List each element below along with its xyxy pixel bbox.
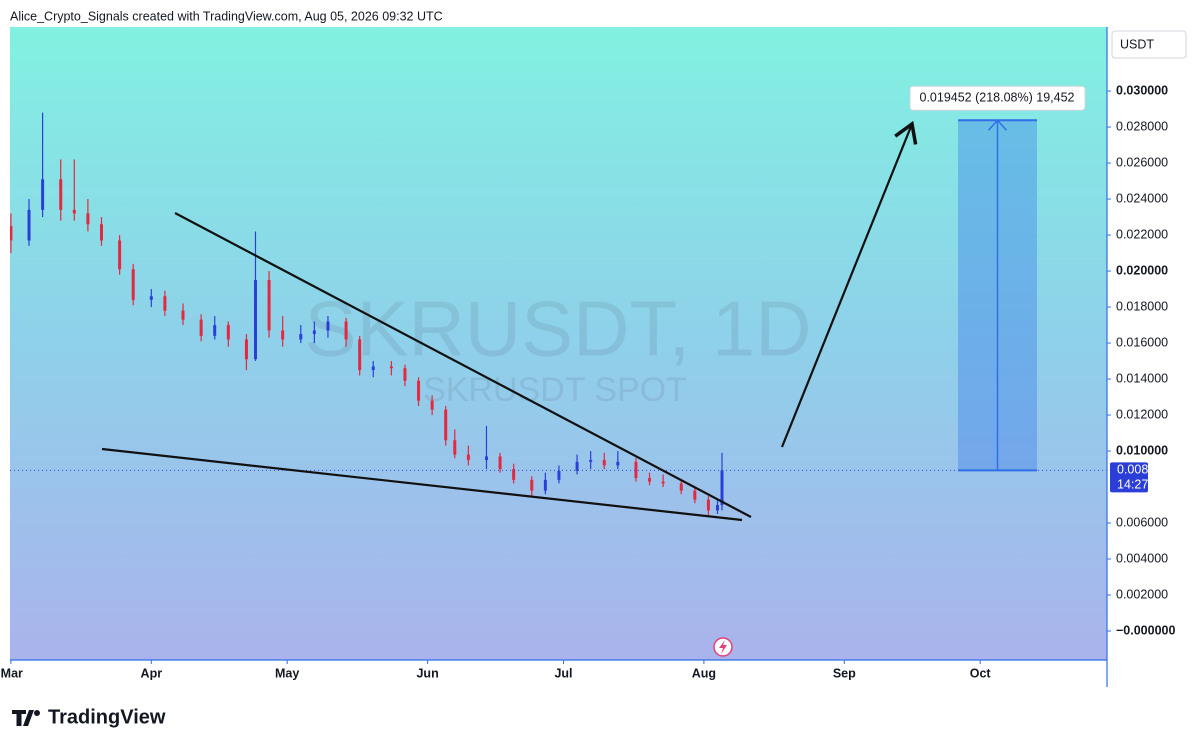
candle-body [41, 179, 45, 210]
currency-label: USDT [1120, 37, 1154, 51]
y-tick-label: 0.010000 [1116, 443, 1168, 457]
y-tick-label: 0.002000 [1116, 587, 1168, 601]
x-tick-label: Apr [141, 666, 163, 680]
watermark-sub: SKRUSDT SPOT [423, 371, 687, 409]
candle-body [371, 366, 375, 371]
candle-body [417, 380, 421, 401]
candle-body [512, 469, 516, 480]
candle-body [226, 325, 230, 340]
candle-body [715, 505, 719, 511]
candle-body [59, 179, 63, 210]
watermark: SKRUSDT, 1D [304, 285, 811, 373]
measure-label-box [909, 85, 1086, 111]
x-tick-label: Jul [554, 666, 572, 680]
y-tick-label: 0.014000 [1116, 371, 1168, 385]
candle-body [498, 456, 502, 470]
candle-body [27, 209, 31, 241]
candle-body [484, 456, 488, 461]
x-tick-label: Jun [416, 666, 438, 680]
candle-body [720, 470, 724, 506]
logo [12, 710, 40, 726]
candle-body [634, 461, 638, 479]
candle-body [557, 470, 561, 480]
candle-body [299, 334, 303, 340]
y-tick-label: 0.020000 [1116, 263, 1168, 277]
candle-body [312, 330, 316, 335]
trendline-lower [101, 447, 743, 522]
y-tick-label: 0.028000 [1116, 119, 1168, 133]
candle-body [693, 490, 697, 500]
candle-body [602, 460, 606, 466]
candle-body [344, 321, 348, 340]
y-tick-label: −0.000000 [1116, 623, 1175, 637]
candle-body [244, 339, 248, 360]
y-tick-label: 0.004000 [1116, 551, 1168, 565]
measure-arrowhead [987, 119, 1008, 131]
x-tick-label: Aug [692, 666, 716, 680]
candle-body [661, 481, 665, 484]
candle-body [589, 460, 593, 462]
candle-body [444, 409, 448, 441]
trendline-upper [174, 212, 752, 518]
candle-body [281, 330, 285, 340]
countdown-label: 14:27:30 [1117, 478, 1166, 492]
candle-body [530, 479, 534, 491]
candle-body [706, 499, 710, 511]
y-tick-label: 0.030000 [1116, 83, 1168, 97]
candle-body [389, 366, 393, 369]
candle-body [72, 209, 76, 214]
plot [10, 112, 1107, 516]
y-tick-label: 0.018000 [1116, 299, 1168, 313]
candle-body [648, 478, 652, 482]
candle-body [430, 400, 434, 410]
candle-body [267, 280, 271, 331]
last-price-label: 0.008926 [1117, 463, 1169, 477]
candle-body [575, 461, 579, 471]
y-tick-label: 0.022000 [1116, 227, 1168, 241]
last-price-tag [1110, 462, 1148, 493]
candle-body [86, 213, 90, 225]
x-tick-label: May [275, 666, 299, 680]
candle-body [163, 296, 167, 311]
event-icon-bolt [719, 640, 727, 654]
candle-body [10, 226, 13, 241]
x-tick-label: Mar [1, 666, 23, 680]
forecast-arrow [780, 120, 918, 448]
header-text: Alice_Crypto_Signals created with Tradin… [10, 9, 443, 23]
candle-body [213, 325, 217, 336]
price-axis [1107, 27, 1200, 687]
y-tick-label: 0.026000 [1116, 155, 1168, 169]
y-tick-label: 0.012000 [1116, 407, 1168, 421]
drawings [101, 120, 918, 657]
candle-body [99, 224, 103, 241]
candle-body [543, 479, 547, 491]
candle-body [253, 280, 257, 360]
candle-body [358, 339, 362, 371]
candle-body [403, 368, 407, 381]
candle-body [181, 310, 185, 320]
y-tick-label: 0.024000 [1116, 191, 1168, 205]
candle-body [679, 483, 683, 491]
candle-body [149, 296, 153, 300]
candle-body [199, 319, 203, 336]
y-tick-label: 0.006000 [1116, 515, 1168, 529]
candle-body [118, 240, 122, 270]
candle-body [453, 440, 457, 455]
candle-body [326, 321, 330, 331]
y-tick-label: 0.016000 [1116, 335, 1168, 349]
measure-label: 0.019452 (218.08%) 19,452 [920, 91, 1075, 105]
currency-button[interactable] [1111, 30, 1187, 59]
candle-body [466, 454, 470, 461]
footer-brand: TradingView [48, 706, 166, 728]
plot-background [10, 27, 1107, 660]
x-tick-label: Oct [970, 666, 992, 680]
candle-body [616, 461, 620, 466]
candle-body [131, 269, 135, 300]
x-tick-label: Sep [833, 666, 856, 680]
